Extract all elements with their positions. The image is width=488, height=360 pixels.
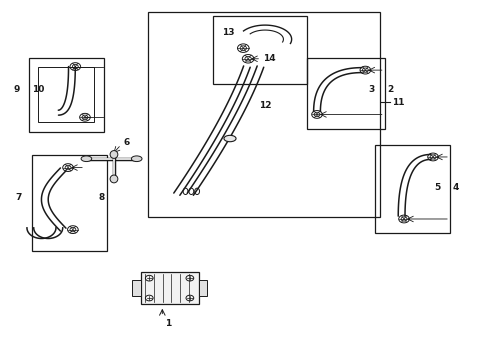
Bar — [147, 12, 379, 217]
Ellipse shape — [110, 175, 118, 183]
Text: 9: 9 — [13, 85, 20, 94]
Text: 1: 1 — [164, 319, 171, 328]
Bar — [140, 272, 198, 304]
Text: 6: 6 — [123, 138, 130, 147]
Text: 2: 2 — [386, 85, 392, 94]
Bar — [38, 67, 94, 122]
Text: 3: 3 — [368, 85, 374, 94]
Ellipse shape — [110, 150, 118, 158]
Bar — [29, 58, 104, 132]
Text: 5: 5 — [433, 183, 439, 192]
Text: 4: 4 — [451, 183, 458, 192]
Bar — [307, 58, 384, 129]
Ellipse shape — [131, 156, 142, 162]
Text: 14: 14 — [262, 54, 275, 63]
Bar — [374, 145, 449, 233]
Text: 8: 8 — [98, 193, 104, 202]
Text: 12: 12 — [259, 101, 271, 110]
Text: 13: 13 — [222, 28, 235, 37]
Bar — [213, 16, 307, 84]
Text: 11: 11 — [391, 98, 404, 107]
Text: 7: 7 — [16, 193, 22, 202]
Bar — [198, 280, 207, 296]
Bar — [132, 280, 140, 296]
Text: 10: 10 — [32, 85, 44, 94]
Ellipse shape — [224, 135, 236, 142]
Ellipse shape — [81, 156, 92, 162]
Bar — [32, 155, 106, 251]
